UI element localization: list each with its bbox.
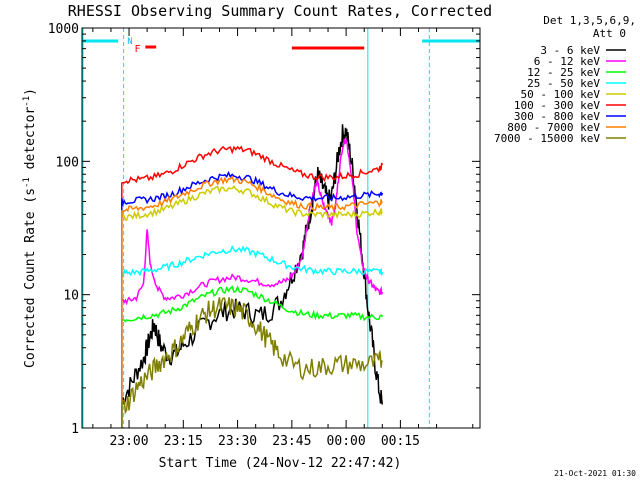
y-tick-label: 1 — [71, 422, 79, 437]
series-line — [121, 170, 384, 428]
legend-entry-label: 100 - 300 keV — [514, 99, 600, 112]
series-layer — [121, 124, 384, 428]
legend-entry-label: 50 - 100 keV — [521, 88, 601, 101]
x-tick-label: 00:15 — [381, 434, 420, 449]
series-line — [121, 297, 383, 428]
series-line — [121, 285, 384, 428]
legend-header-line: Att 0 — [593, 27, 626, 40]
flag-n-label: N — [127, 37, 132, 47]
x-tick-label: 23:30 — [218, 434, 257, 449]
plot-frame — [81, 27, 481, 429]
flag-f-label: F — [134, 44, 140, 55]
series-line — [121, 137, 384, 428]
y-tick-label: 1000 — [48, 22, 79, 37]
x-tick-label: 00:00 — [327, 434, 366, 449]
legend-entry-label: 3 - 6 keV — [540, 44, 600, 57]
x-tick-label: 23:15 — [164, 434, 203, 449]
x-tick-label: 23:45 — [272, 434, 311, 449]
series-line — [121, 244, 384, 428]
annotations-layer: NF — [82, 28, 480, 428]
legend-entry-label: 6 - 12 keV — [534, 55, 601, 68]
legend-entry-label: 800 - 7000 keV — [507, 121, 600, 134]
footer-timestamp: 21-Oct-2021 01:30 — [554, 469, 636, 478]
chart-title: RHESSI Observing Summary Count Rates, Co… — [68, 2, 492, 20]
y-axis: 1 10 100 1000 — [48, 22, 480, 437]
y-tick-label: 10 — [63, 289, 79, 304]
legend-entry-label: 12 - 25 keV — [527, 66, 600, 79]
x-axis: 23:00 23:15 23:30 23:45 00:00 00:15 — [92, 28, 474, 449]
series-line — [121, 175, 383, 428]
legend-entry-label: 7000 - 15000 keV — [494, 132, 600, 145]
y-tick-label: 100 — [56, 155, 79, 170]
y-axis-label: Corrected Count Rate (s-1 detector-1) — [22, 88, 38, 368]
x-axis-label: Start Time (24-Nov-12 22:47:42) — [159, 456, 402, 471]
legend-entry-label: 300 - 800 keV — [514, 110, 600, 123]
series-line — [121, 185, 383, 428]
legend-header-line: Det 1,3,5,6,9, — [543, 14, 636, 27]
series-line — [121, 145, 384, 428]
x-tick-label: 23:00 — [109, 434, 148, 449]
legend-entry-label: 25 - 50 keV — [527, 77, 600, 90]
